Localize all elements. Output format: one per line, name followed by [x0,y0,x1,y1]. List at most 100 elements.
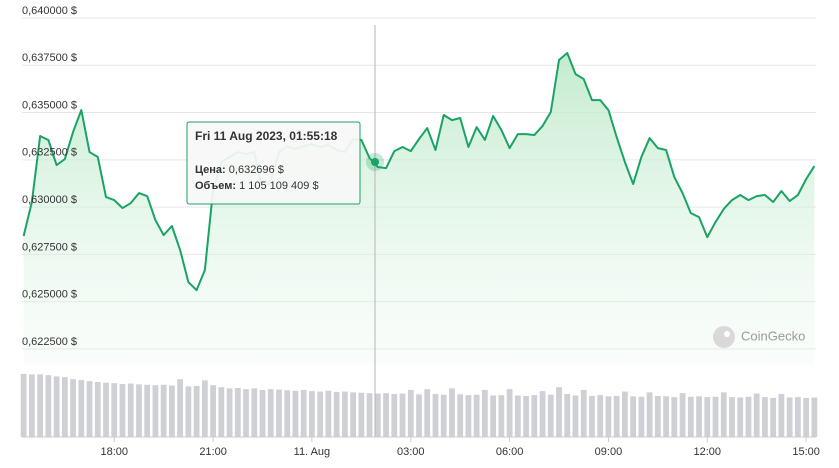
volume-bar [753,393,760,437]
volume-bar [70,379,76,437]
volume-bar [622,391,628,437]
volume-bar [712,396,719,437]
tooltip-price-label: Цена: [195,164,226,176]
watermark: CoinGecko [713,326,805,348]
volume-bar [341,391,348,437]
tooltip-volume-value: 1 105 109 409 $ [239,180,319,192]
y-tick-label: 0,622500 $ [22,336,77,348]
tooltip-volume-label: Объем: [195,180,236,192]
volume-bar [465,395,472,437]
axis-layer: 0,622500 $ 0,625000 $ 0,627500 $ 0,630000 $… [22,5,820,458]
volume-bar [613,395,620,437]
volume-bar [514,395,521,437]
volume-bar [119,383,126,437]
volume-bar [152,385,159,437]
watermark-text: CoinGecko [741,328,805,343]
volume-bar [580,389,587,437]
tooltip-price: Цена: 0,632696 $ [195,164,284,176]
volume-bar [61,377,68,437]
volume-bar [449,388,455,437]
tooltip-price-value: 0,632696 $ [229,164,284,176]
volume-bar [234,387,241,437]
volume-bar [556,387,562,437]
volume-bar [300,389,307,437]
volume-bar [407,389,414,437]
volume-bar [646,392,653,437]
volume-bar [786,397,793,437]
volume-bar [259,389,266,437]
volume-bar [317,391,324,437]
volume-bar [309,391,315,437]
x-tick-label: 11. Aug [294,446,331,458]
volume-bar [424,389,431,437]
volume-bar [696,396,702,437]
volume-bar [292,390,299,437]
volume-bar [506,389,513,437]
y-tick-label: 0,637500 $ [22,52,77,64]
volume-bar [762,397,768,437]
volume-layer [20,373,818,437]
volume-bar [729,397,735,437]
y-tick-label: 0,625000 $ [22,289,77,301]
volume-bar [811,397,818,437]
volume-bar [383,393,389,437]
volume-bar [53,376,60,437]
tooltip-volume: Объем: 1 105 109 409 $ [195,180,319,192]
volume-bar [284,390,291,437]
x-tick-label: 18:00 [100,446,128,458]
price-line [22,51,816,292]
volume-bar [605,396,612,437]
volume-bar [654,395,661,437]
volume-bar [127,383,134,437]
volume-bar [251,388,258,437]
volume-bar [218,387,225,437]
volume-bar [86,381,93,437]
volume-bar [523,395,529,437]
volume-bar [210,385,216,437]
volume-bar [778,393,785,437]
volume-bar [457,394,464,437]
volume-bar [803,397,809,437]
volume-bar [737,397,744,437]
volume-bar [440,394,447,437]
volume-bar [416,394,422,437]
x-tick-label: 12:00 [694,446,722,458]
tooltip: Fri 11 Aug 2023, 01:55:18 Цена: 0,632696… [186,121,361,205]
volume-bar [399,393,406,437]
volume-bar [29,374,35,437]
y-tick-label: 0,640000 $ [22,5,77,17]
y-tick-label: 0,635000 $ [22,99,77,111]
x-tick-label: 09:00 [595,446,623,458]
volume-bar [333,391,340,437]
volume-bar [94,381,101,437]
volume-bar [243,389,249,437]
x-tick-label: 03:00 [397,446,425,458]
watermark-icon [713,326,735,348]
volume-bar [37,374,44,437]
tooltip-title: Fri 11 Aug 2023, 01:55:18 [195,129,338,143]
watermark-eye [724,331,730,337]
volume-bar [226,388,233,437]
volume-bar [720,392,727,437]
volume-bar [597,395,604,437]
volume-bar [704,397,711,437]
volume-bar [136,384,142,437]
volume-bar [671,397,678,437]
volume-bar [185,386,192,437]
volume-bar [358,392,365,437]
hover-dot [371,158,379,166]
area-layer [23,52,815,365]
volume-bar [366,393,373,437]
volume-bar [111,383,118,437]
volume-bar [531,395,538,437]
volume-bar [589,395,595,437]
volume-bar [473,394,480,437]
volume-bar [490,395,497,437]
y-tick-label: 0,627500 $ [22,241,77,253]
volume-bar [745,396,752,437]
volume-bar [160,384,167,437]
y-tick-label: 0,632500 $ [22,147,77,159]
line-layer [22,51,816,292]
volume-bar [770,397,777,437]
